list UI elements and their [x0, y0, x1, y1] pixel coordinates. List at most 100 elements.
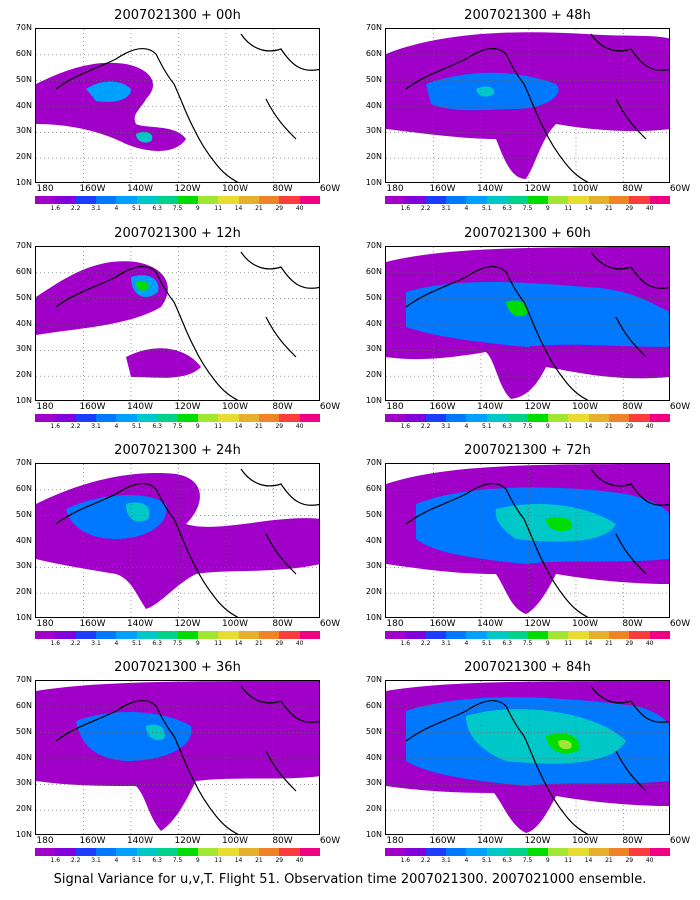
colorbar-tick-label: 29	[625, 205, 634, 212]
map-plot	[385, 246, 670, 401]
colorbar-tick-label: 3.1	[91, 423, 101, 430]
colorbar-segment	[405, 631, 426, 639]
longitude-axis: 180 160W 140W 120W 100W 80W 60W	[385, 619, 690, 630]
colorbar-segment	[35, 414, 56, 422]
colorbar-tick-label: 21	[255, 205, 263, 212]
colorbar-segment	[608, 414, 630, 422]
colorbar-labels: 1.6 2.2 3.1 4 5.1 6.3 7.5 9 11 14 21 29 40	[385, 206, 670, 214]
colorbar-tick-label: 6.3	[152, 205, 162, 212]
colorbar-segment	[218, 414, 239, 422]
colorbar-tick-label: 4	[464, 640, 469, 647]
colorbar-segment	[446, 414, 467, 422]
longitude-tick-label: 80W	[622, 836, 643, 846]
colorbar-segment	[279, 414, 300, 422]
latitude-tick-label: 20N	[365, 587, 382, 597]
colorbar-tick-label: 21	[605, 205, 613, 212]
variance-contour-fill	[126, 348, 201, 378]
colorbar-segment	[547, 631, 569, 639]
longitude-tick-label: 140W	[126, 619, 154, 629]
latitude-axis: 70N 60N 50N 40N 30N 20N 10N	[5, 459, 34, 622]
longitude-axis: 180 160W 140W 120W 100W 80W 60W	[385, 402, 690, 413]
colorbar-segment	[218, 196, 239, 204]
longitude-tick-label: 120W	[174, 184, 201, 194]
colorbar-tick-label: 5.1	[482, 857, 492, 864]
colorbar-segment	[157, 631, 178, 639]
longitude-tick-label: 180	[36, 184, 54, 194]
latitude-tick-label: 40N	[365, 318, 382, 328]
colorbar-segment	[466, 631, 487, 639]
colorbar	[385, 414, 671, 422]
colorbar-tick-label: 40	[645, 423, 654, 430]
colorbar-tick-label: 11	[564, 423, 573, 430]
latitude-axis: 70N 60N 50N 40N 30N 20N 10N	[5, 242, 34, 405]
colorbar-tick-label: 6.3	[152, 857, 162, 864]
colorbar-tick-label: 14	[584, 205, 593, 212]
colorbar-segment	[299, 414, 321, 422]
colorbar-segment	[197, 196, 219, 204]
figure-caption: Signal Variance for u,v,T. Flight 51. Ob…	[53, 872, 647, 887]
latitude-tick-label: 60N	[15, 700, 32, 710]
latitude-tick-label: 70N	[15, 23, 32, 32]
variance-contour-fill	[76, 711, 192, 761]
latitude-tick-label: 30N	[15, 344, 32, 354]
longitude-tick-label: 180	[36, 619, 54, 629]
longitude-tick-label: 80W	[622, 184, 643, 194]
colorbar-segment	[486, 631, 508, 639]
colorbar-segment	[608, 631, 630, 639]
colorbar-tick-label: 5.1	[482, 205, 492, 212]
map-panel: 2007021300 + 72h 70N 60N 50N 40N 30N 20N 10N 180…	[355, 443, 700, 653]
colorbar-tick-label: 14	[234, 640, 243, 647]
longitude-axis: 180 160W 140W 120W 100W 80W 60W	[35, 402, 340, 413]
latitude-tick-label: 60N	[365, 483, 382, 493]
variance-contour-fill	[126, 502, 150, 522]
latitude-tick-label: 20N	[365, 152, 382, 162]
latitude-axis: 70N 60N 50N 40N 30N 20N 10N	[5, 24, 34, 187]
latitude-tick-label: 50N	[365, 726, 382, 736]
longitude-tick-label: 160W	[429, 184, 456, 194]
longitude-tick-label: 100W	[571, 402, 599, 412]
colorbar-tick-label: 9	[195, 205, 200, 212]
colorbar-labels: 1.6 2.2 3.1 4 5.1 6.3 7.5 9 11 14 21 29 40	[35, 424, 320, 432]
colorbar-segment	[385, 631, 406, 639]
colorbar-segment	[629, 414, 650, 422]
colorbar-tick-label: 4	[464, 857, 469, 864]
latitude-tick-label: 30N	[365, 778, 382, 788]
latitude-tick-label: 50N	[15, 509, 32, 519]
latitude-axis: 70N 60N 50N 40N 30N 20N 10N	[5, 676, 34, 839]
colorbar-tick-label: 5.1	[132, 423, 142, 430]
colorbar-segment	[136, 631, 158, 639]
longitude-tick-label: 80W	[622, 619, 643, 629]
latitude-tick-label: 20N	[365, 370, 382, 380]
colorbar-segment	[238, 196, 259, 204]
colorbar-tick-label: 4	[114, 423, 119, 430]
latitude-tick-label: 10N	[365, 613, 382, 622]
colorbar-tick-label: 40	[645, 205, 654, 212]
colorbar-tick-label: 3.1	[91, 205, 101, 212]
coastline	[405, 685, 669, 834]
panel-title: 2007021300 + 48h	[464, 8, 591, 23]
colorbar-segment	[75, 848, 97, 856]
map-panel: 2007021300 + 84h 70N 60N 50N 40N 30N 20N 10N 180…	[355, 660, 700, 870]
variance-contour-fill	[476, 86, 495, 97]
colorbar-tick-label: 29	[625, 423, 634, 430]
longitude-tick-label: 140W	[126, 402, 154, 412]
colorbar-segment	[425, 414, 447, 422]
latitude-tick-label: 40N	[15, 752, 32, 762]
colorbar-tick-label: 11	[214, 857, 223, 864]
longitude-tick-label: 140W	[126, 184, 154, 194]
variance-contour-fill	[36, 681, 319, 831]
latitude-tick-label: 50N	[15, 726, 32, 736]
colorbar-tick-label: 3.1	[91, 640, 101, 647]
coastline	[55, 33, 319, 182]
colorbar-segment	[385, 414, 406, 422]
latitude-tick-label: 60N	[365, 700, 382, 710]
colorbar-tick-label: 3.1	[91, 857, 101, 864]
colorbar-tick-label: 6.3	[502, 423, 512, 430]
colorbar-tick-label: 3.1	[441, 205, 451, 212]
latitude-axis: 70N 60N 50N 40N 30N 20N 10N	[355, 676, 384, 839]
map-panel: 2007021300 + 24h 70N 60N 50N 40N 30N 20N 10N 180…	[5, 443, 350, 653]
colorbar-segment	[527, 196, 548, 204]
longitude-tick-label: 100W	[221, 402, 249, 412]
colorbar-segment	[116, 631, 137, 639]
longitude-tick-label: 120W	[174, 619, 201, 629]
